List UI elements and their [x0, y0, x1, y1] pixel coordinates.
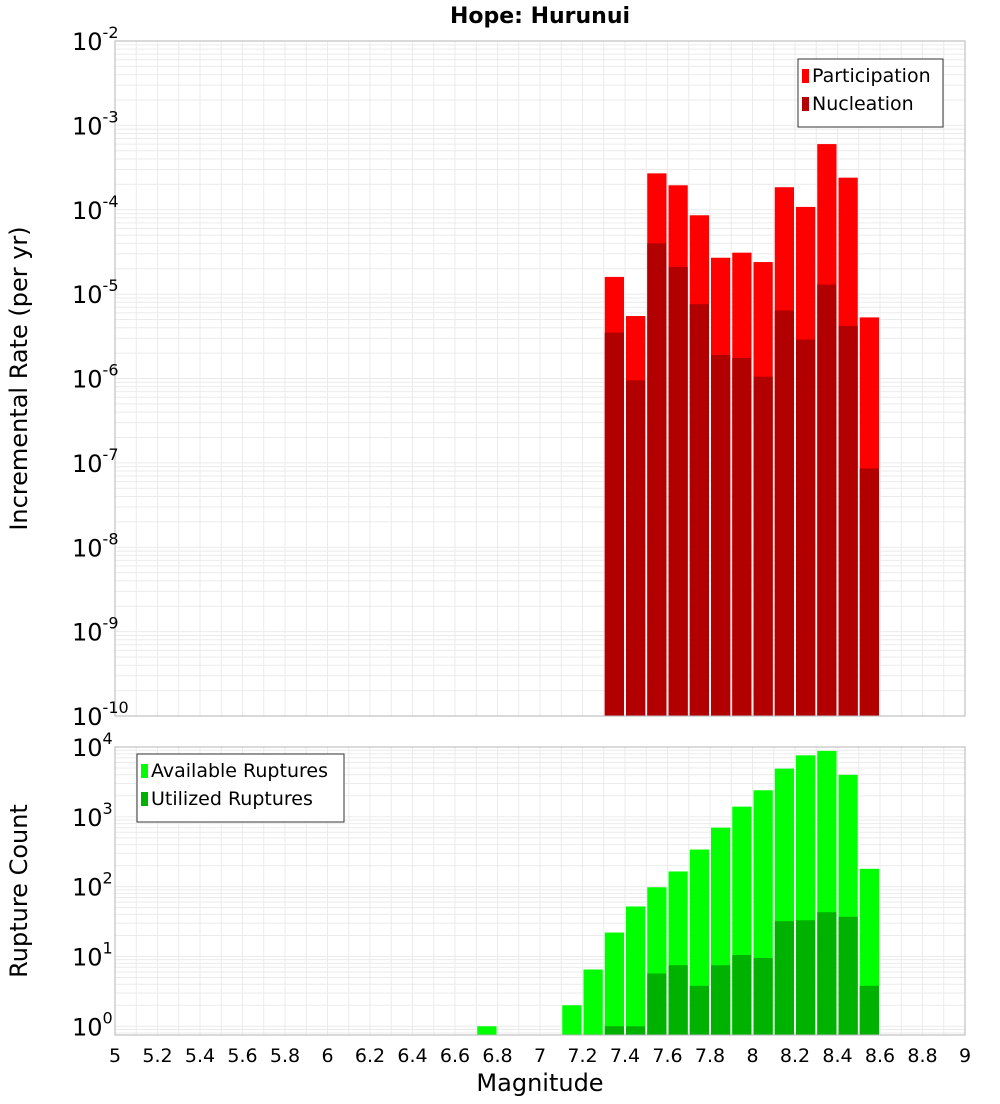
bar-nucleation [689, 304, 709, 716]
x-tick-label: 8 [746, 1045, 758, 1067]
legend-swatch [141, 792, 148, 806]
x-tick-label: 5.2 [142, 1045, 172, 1067]
x-tick-label: 5.4 [185, 1045, 215, 1067]
bar-nucleation [817, 284, 837, 716]
bar-nucleation [796, 339, 816, 716]
x-tick-label: 5.6 [227, 1045, 257, 1067]
legend-swatch [141, 764, 148, 778]
legend: Participation Nucleation [797, 58, 944, 128]
bar-nucleation [711, 354, 731, 716]
bar-utilized-ruptures [859, 985, 879, 1035]
x-tick-label: 7 [534, 1045, 546, 1067]
bar-available-ruptures [477, 1026, 497, 1035]
x-tick-label: 9 [959, 1045, 971, 1067]
x-tick-label: 7.6 [652, 1045, 682, 1067]
bar-utilized-ruptures [689, 985, 709, 1035]
legend: Available Ruptures Utilized Ruptures [136, 753, 345, 823]
chart-title: Hope: Hurunui [450, 4, 630, 29]
y-tick-label: 10-10 [72, 698, 129, 731]
bar-available-ruptures [583, 969, 603, 1035]
x-tick-label: 7.2 [567, 1045, 597, 1067]
y-tick-label: 101 [72, 938, 113, 971]
x-tick-label: 8.6 [865, 1045, 895, 1067]
y-tick-label: 103 [72, 799, 113, 832]
legend-label: Participation [812, 65, 931, 87]
x-axis-label: Magnitude [476, 1069, 603, 1097]
bar-nucleation [647, 243, 667, 717]
y-axis-label: Rupture Count [5, 804, 33, 978]
y-tick-label: 10-5 [72, 276, 119, 309]
x-tick-label: 5 [109, 1045, 121, 1067]
x-tick-label: 8.2 [780, 1045, 810, 1067]
legend-swatch [802, 97, 809, 111]
bar-utilized-ruptures [604, 1026, 624, 1035]
legend-label: Utilized Ruptures [151, 788, 313, 810]
x-tick-label: 6.2 [355, 1045, 385, 1067]
y-tick-label: 100 [72, 1008, 113, 1041]
x-tick-label: 7.8 [695, 1045, 725, 1067]
bar-utilized-ruptures [732, 954, 752, 1035]
x-tick-label: 8.4 [822, 1045, 852, 1067]
bar-available-ruptures [626, 906, 646, 1035]
x-tick-label: 6.8 [482, 1045, 512, 1067]
y-tick-label: 104 [72, 729, 113, 762]
y-tick-label: 10-9 [72, 614, 119, 647]
y-tick-label: 10-7 [72, 445, 119, 478]
bar-utilized-ruptures [817, 912, 837, 1035]
bar-nucleation [604, 332, 624, 716]
bar-utilized-ruptures [796, 920, 816, 1035]
bar-utilized-ruptures [668, 965, 688, 1035]
bar-nucleation [732, 357, 752, 716]
y-tick-label: 10-3 [72, 107, 119, 140]
y-tick-label: 102 [72, 869, 113, 902]
bar-utilized-ruptures [838, 916, 858, 1035]
bar-utilized-ruptures [626, 1026, 646, 1035]
x-tick-label: 8.8 [907, 1045, 937, 1067]
legend-swatch [802, 69, 809, 83]
bar-nucleation [753, 376, 773, 716]
x-tick-label: 7.4 [610, 1045, 640, 1067]
legend-box [136, 753, 345, 823]
legend-box [797, 58, 944, 128]
bar-available-ruptures [562, 1005, 582, 1035]
y-tick-label: 10-4 [72, 192, 119, 225]
bar-utilized-ruptures [647, 973, 667, 1035]
x-tick-label: 5.8 [270, 1045, 300, 1067]
panel-1: Rupture Count 104 103 102 101 100 5 5.2 5.4 5.6 5.… [5, 729, 971, 1097]
grid [114, 40, 966, 717]
plot-frame [114, 746, 966, 1036]
bars [477, 750, 879, 1035]
panel-0: Hope: Hurunui Incremental Rate (per yr) 10… [5, 4, 966, 731]
y-axis-label: Incremental Rate (per yr) [5, 226, 33, 530]
y-tick-label: 10-8 [72, 529, 119, 562]
bar-available-ruptures [604, 932, 624, 1035]
bar-nucleation [838, 325, 858, 716]
bar-nucleation [668, 266, 688, 716]
x-tick-label: 6.6 [440, 1045, 470, 1067]
legend-label: Available Ruptures [151, 760, 328, 782]
y-tick-label: 10-2 [72, 23, 119, 56]
bar-nucleation [774, 310, 794, 716]
bars [604, 144, 879, 717]
bar-utilized-ruptures [753, 958, 773, 1035]
bar-nucleation [626, 380, 646, 716]
y-tick-label: 10-6 [72, 361, 119, 394]
bar-utilized-ruptures [711, 965, 731, 1035]
plot-frame [114, 40, 966, 717]
x-tick-label: 6 [321, 1045, 333, 1067]
bar-utilized-ruptures [774, 921, 794, 1035]
x-tick-label: 6.4 [397, 1045, 427, 1067]
bar-nucleation [859, 468, 879, 716]
legend-label: Nucleation [812, 93, 914, 115]
